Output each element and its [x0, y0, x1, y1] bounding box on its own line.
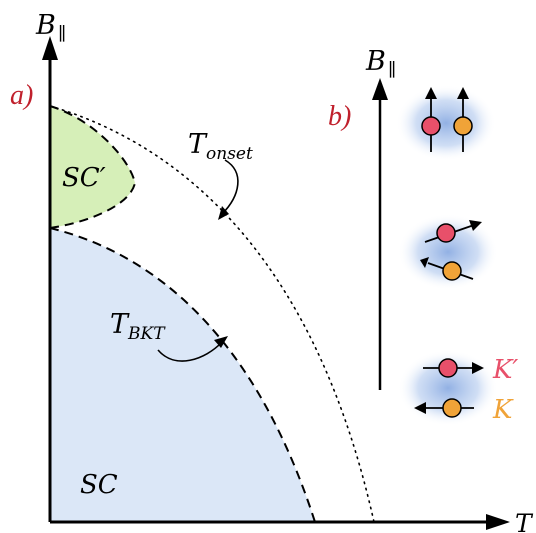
k-valley-dot	[442, 261, 462, 281]
t-bkt-pointer-arrow	[157, 341, 223, 362]
pair-state-parallel	[396, 85, 496, 161]
x-axis-label: T	[515, 509, 534, 533]
panel-b-label: b)	[328, 101, 351, 132]
t-onset-curve	[49, 105, 375, 523]
k-prime-valley-dot	[436, 223, 456, 243]
y-axis-label: B ∥	[35, 10, 66, 45]
x-axis-arrowhead	[486, 514, 510, 530]
panel-a: B ∥ T a) SC′ SC Tonset TBKT	[10, 10, 534, 533]
sc-prime-label: SC′	[62, 163, 106, 193]
pair-state-antiparallel	[398, 350, 498, 426]
t-bkt-curve	[49, 227, 316, 523]
pair-state-canted	[398, 214, 498, 290]
sc-region	[50, 228, 315, 522]
b-field-axis-arrowhead	[372, 78, 388, 100]
k-prime-valley-dot	[421, 116, 441, 136]
t-onset-pointer-head	[218, 206, 229, 220]
panel-b: b) B ∥	[328, 46, 518, 426]
b-field-axis-label: B ∥	[365, 46, 396, 81]
t-onset-pointer-arrow	[221, 159, 239, 215]
k-prime-valley-dot	[438, 358, 458, 378]
k-valley-dot	[453, 116, 473, 136]
y-axis-arrowhead	[42, 36, 58, 60]
panel-a-label: a)	[10, 80, 33, 111]
sc-label: SC	[80, 470, 118, 500]
sc-prime-boundary	[49, 105, 137, 229]
sc-prime-region	[50, 106, 135, 228]
t-bkt-pointer-head	[214, 336, 228, 348]
k-valley-dot	[442, 398, 462, 418]
t-onset-label: Tonset	[188, 129, 253, 164]
t-bkt-label: TBKT	[110, 309, 166, 344]
legend-k: K	[492, 395, 514, 425]
legend-k-prime: K′	[492, 355, 518, 385]
